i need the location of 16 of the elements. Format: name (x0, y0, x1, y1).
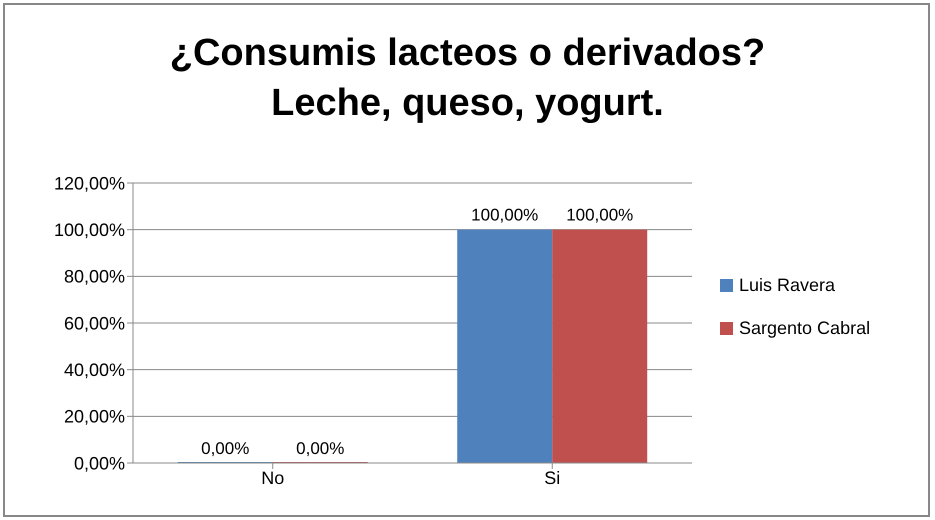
legend-label: Luis Ravera (739, 275, 836, 296)
data-label: 100,00% (566, 206, 634, 225)
data-label: 100,00% (471, 206, 538, 225)
y-tick-label: 20,00% (64, 406, 125, 427)
y-tick-label: 40,00% (64, 360, 125, 380)
legend-label: Sargento Cabral (739, 318, 870, 339)
data-label: 0,00% (296, 439, 344, 458)
x-tick-label: Si (544, 468, 560, 488)
y-tick-label: 80,00% (64, 266, 125, 287)
y-tick-label: 100,00% (54, 220, 125, 240)
chart-title: ¿Consumis lacteos o derivados? Leche, queso, yogurt. (168, 31, 766, 126)
x-tick-label: No (261, 468, 284, 488)
data-label: 0,00% (201, 439, 250, 458)
y-tick-label: 120,00% (54, 173, 125, 194)
y-tick-label: 60,00% (64, 313, 125, 334)
y-tick-label: 0,00% (74, 453, 125, 474)
